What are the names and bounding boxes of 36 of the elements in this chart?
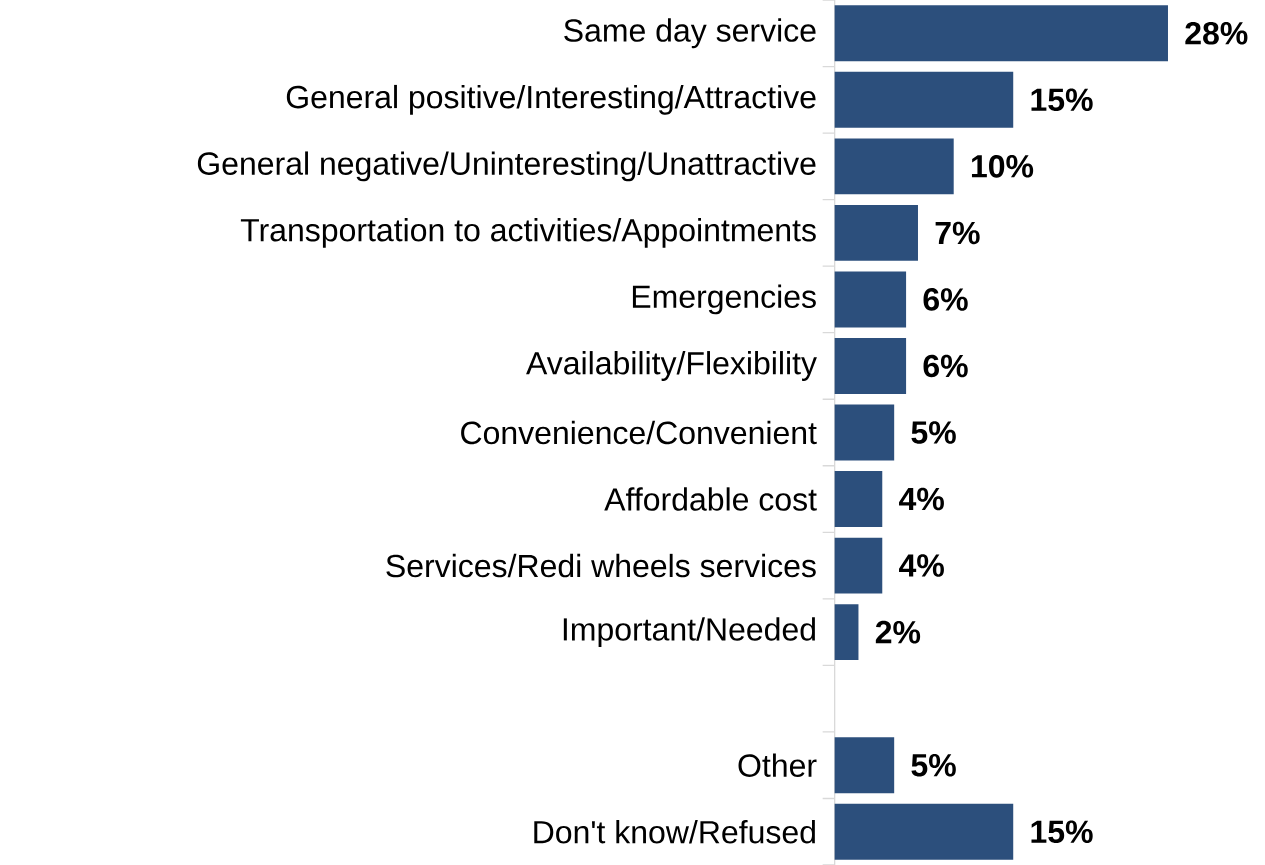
bar [834, 271, 907, 328]
data-label: 15% [1031, 88, 1093, 112]
data-label: 4% [899, 554, 944, 577]
y-tick-label: Emergencies [632, 284, 816, 315]
data-label: 28% [1185, 21, 1248, 45]
bar [834, 404, 895, 461]
y-tick-label: Availability/Flexibility [526, 351, 817, 381]
data-label: 10% [971, 155, 1034, 178]
bar [834, 737, 895, 794]
y-tick-label: Convenience/Convenient [461, 420, 817, 445]
bar [834, 138, 954, 195]
bar [834, 338, 907, 394]
y-tick-label: Services/Redi wheels services [386, 553, 816, 578]
y-tick-label: Other [738, 753, 817, 777]
bar [834, 5, 1168, 62]
data-label: 7% [935, 221, 980, 245]
bar [834, 604, 859, 661]
data-label: 15% [1031, 820, 1093, 844]
data-label: 6% [923, 354, 968, 378]
y-tick-label: General positive/Interesting/Attractive [286, 84, 816, 115]
y-tick-label: Affordable cost [604, 487, 817, 511]
data-label: 6% [923, 288, 968, 311]
y-tick-label: General negative/Uninteresting/Unattractive [197, 151, 816, 182]
data-label: 5% [911, 421, 956, 444]
y-tick-label: Important/Needed [563, 617, 815, 648]
bar [834, 803, 1014, 860]
bar [834, 204, 918, 261]
bar [834, 537, 883, 594]
data-label: 2% [875, 620, 921, 644]
y-tick-label: Transportation to activities/Appointments [240, 217, 816, 248]
y-tick-label: Don't know/Refused [534, 819, 815, 844]
y-tick-label: Same day service [564, 18, 816, 49]
bar [834, 71, 1014, 128]
data-label: 5% [911, 753, 956, 777]
data-label: 4% [899, 487, 944, 511]
bar [834, 471, 883, 527]
